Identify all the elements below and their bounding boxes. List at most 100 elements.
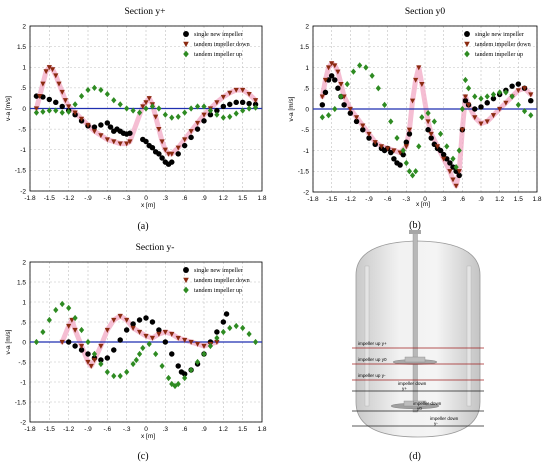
data-point xyxy=(85,86,91,94)
section-label: impeller down y- xyxy=(430,416,459,426)
data-point xyxy=(140,344,146,352)
data-point xyxy=(66,104,72,110)
data-point xyxy=(353,115,360,121)
legend-marker-circle xyxy=(183,31,189,37)
section-label: impeller up y- xyxy=(358,373,386,378)
data-point xyxy=(130,321,136,327)
data-point xyxy=(425,119,431,125)
tank-body xyxy=(355,240,481,438)
series-triangle-down xyxy=(33,65,259,157)
data-point xyxy=(472,106,478,112)
data-point xyxy=(325,112,332,119)
data-point xyxy=(175,380,181,388)
data-point xyxy=(360,123,366,129)
data-point xyxy=(85,338,91,346)
chart-title: Section y+ xyxy=(125,7,166,17)
panel-label: (c) xyxy=(137,451,148,462)
data-point xyxy=(403,159,409,167)
data-point xyxy=(319,114,325,121)
x-axis-label: x [m] xyxy=(416,201,430,208)
x-tick-label: 1.8 xyxy=(257,195,266,202)
x-tick-label: -.9 xyxy=(84,426,92,433)
series-diamond xyxy=(33,84,259,121)
y-tick-label: 1 xyxy=(22,65,26,72)
data-point xyxy=(207,342,214,350)
data-point xyxy=(462,94,469,100)
data-point xyxy=(111,372,117,380)
data-point xyxy=(146,340,152,348)
panel-label: (a) xyxy=(137,221,148,232)
data-point xyxy=(85,122,91,128)
data-point xyxy=(40,94,46,100)
data-point xyxy=(88,363,94,369)
data-point xyxy=(66,323,72,329)
legend-marker-diamond xyxy=(183,50,189,58)
data-point xyxy=(149,335,156,341)
data-point xyxy=(322,77,329,83)
section-label: impeller down y0 xyxy=(413,401,442,411)
data-point xyxy=(528,97,534,104)
data-point xyxy=(156,151,162,157)
data-point xyxy=(53,73,59,79)
data-point xyxy=(369,72,375,79)
data-point xyxy=(335,85,341,91)
baffle-right xyxy=(466,265,472,407)
data-point xyxy=(37,94,43,99)
data-point xyxy=(332,105,338,113)
x-tick-label: 0 xyxy=(144,195,148,202)
data-point xyxy=(104,120,111,126)
legend-marker-circle xyxy=(183,267,189,273)
x-tick-label: 0 xyxy=(144,426,148,433)
data-point xyxy=(403,144,409,150)
data-point xyxy=(497,89,503,96)
x-tick-label: .9 xyxy=(201,195,207,202)
x-tick-label: -1.8 xyxy=(24,426,36,433)
data-point xyxy=(117,101,123,108)
data-point xyxy=(182,337,188,343)
data-point xyxy=(440,151,447,158)
data-point xyxy=(227,101,233,108)
data-point xyxy=(194,126,201,132)
data-point xyxy=(59,103,65,110)
data-point xyxy=(156,331,162,337)
data-point xyxy=(162,147,168,153)
data-point xyxy=(130,325,136,331)
x-tick-label: .9 xyxy=(201,426,207,433)
data-point xyxy=(140,104,146,110)
x-tick-label: 1.5 xyxy=(238,426,247,433)
upper-impeller-hub xyxy=(404,356,426,363)
data-point xyxy=(182,137,188,143)
data-point xyxy=(66,108,72,115)
data-point xyxy=(450,164,456,170)
data-point xyxy=(240,107,246,114)
data-point xyxy=(453,163,459,171)
y-tick-label: -.5 xyxy=(18,126,26,133)
data-point xyxy=(366,135,372,141)
y-tick-label: -1.5 xyxy=(15,168,27,175)
data-point xyxy=(462,97,469,104)
data-point xyxy=(497,106,503,112)
data-point xyxy=(214,111,220,118)
legend-label: tandem impeller down xyxy=(475,41,531,48)
data-point xyxy=(72,343,78,349)
y-tick-label: -2 xyxy=(303,189,309,196)
data-point xyxy=(353,118,360,125)
data-point xyxy=(465,85,472,92)
data-point xyxy=(59,109,65,116)
legend: single new impeller tandem impeller down t… xyxy=(183,31,250,58)
data-point xyxy=(246,91,252,97)
data-point xyxy=(409,98,416,104)
series-circle xyxy=(33,93,259,167)
data-point xyxy=(472,115,478,121)
data-point xyxy=(91,129,98,135)
data-point xyxy=(360,127,366,133)
data-point xyxy=(175,151,181,157)
data-point xyxy=(201,112,207,118)
data-point xyxy=(91,124,98,130)
data-point xyxy=(406,127,413,133)
y-tick-label: 0 xyxy=(22,339,26,346)
x-tick-label: -1.5 xyxy=(326,196,338,203)
data-point xyxy=(46,96,53,103)
data-point xyxy=(188,339,194,345)
data-point xyxy=(46,65,52,71)
